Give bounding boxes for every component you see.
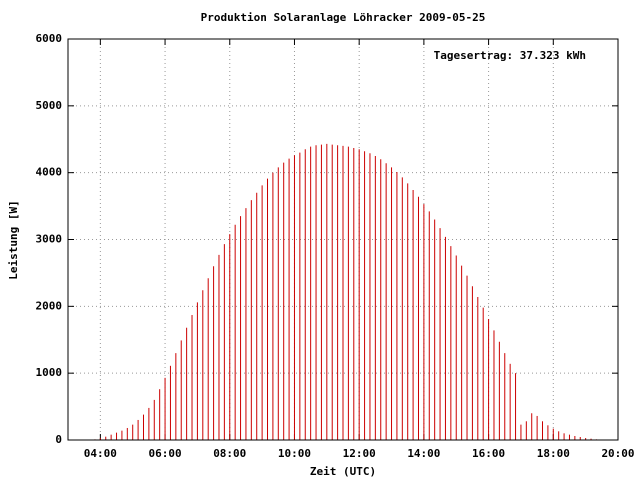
x-tick-label: 04:00 xyxy=(84,447,117,460)
annotation: Tagesertrag: 37.323 kWh xyxy=(434,49,586,62)
x-tick-label: 06:00 xyxy=(148,447,181,460)
y-tick-label: 5000 xyxy=(36,99,63,112)
x-tick-label: 10:00 xyxy=(278,447,311,460)
plot-frame xyxy=(67,38,619,441)
x-tick-label: 20:00 xyxy=(601,447,634,460)
y-tick-label: 6000 xyxy=(36,32,63,45)
x-tick-label: 18:00 xyxy=(537,447,570,460)
y-tick-label: 4000 xyxy=(36,166,63,179)
y-axis-label: Leistung [W] xyxy=(7,200,20,279)
y-tick-label: 2000 xyxy=(36,299,63,312)
y-tick-label: 1000 xyxy=(36,366,63,379)
x-tick-label: 16:00 xyxy=(472,447,505,460)
y-tick-label: 3000 xyxy=(36,233,63,246)
y-tick-label: 0 xyxy=(55,433,62,446)
x-tick-label: 14:00 xyxy=(407,447,440,460)
x-axis-label: Zeit (UTC) xyxy=(310,465,376,478)
chart-title: Produktion Solaranlage Löhracker 2009-05… xyxy=(201,11,486,24)
x-tick-label: 08:00 xyxy=(213,447,246,460)
x-tick-label: 12:00 xyxy=(343,447,376,460)
